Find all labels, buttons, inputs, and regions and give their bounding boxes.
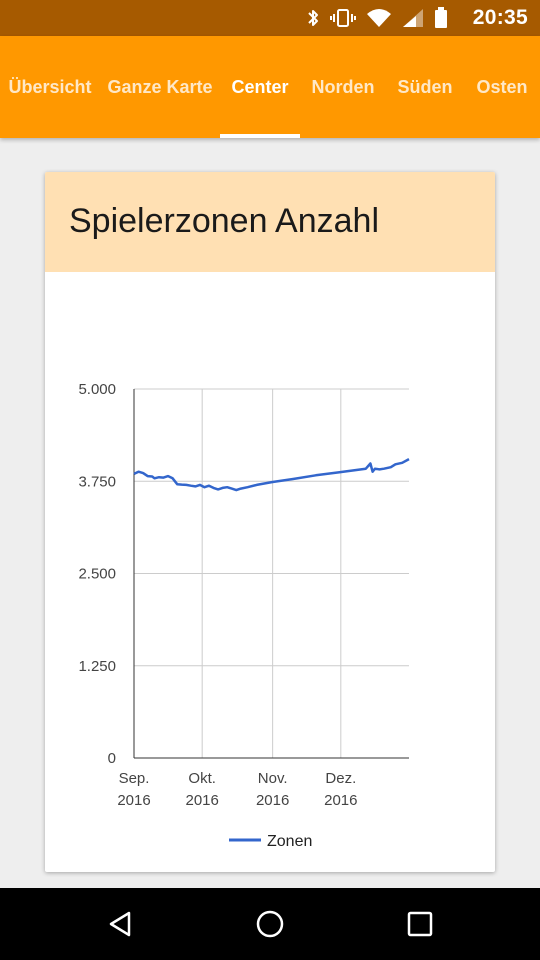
tab-osten[interactable]: Osten	[476, 76, 528, 97]
tab-uebersicht[interactable]: Übersicht	[8, 76, 92, 97]
bluetooth-icon	[308, 10, 318, 26]
back-button[interactable]	[98, 902, 142, 946]
y-axis-labels: 0 1.250 2.500 3.750 5.000	[78, 381, 116, 767]
line-chart: 0 1.250 2.500 3.750 5.000 Sep. 2016 Okt. 2016 No…	[78, 381, 410, 850]
y-tick-label: 2.500	[78, 566, 116, 583]
card-header: Spielerzonen Anzahl	[45, 172, 495, 272]
recents-icon	[407, 911, 433, 937]
x-tick-label: 2016	[117, 792, 150, 809]
x-tick-label: Nov.	[258, 770, 288, 787]
home-icon	[256, 910, 284, 938]
chart-legend: Zonen	[229, 833, 312, 850]
y-tick-label: 1.250	[78, 658, 116, 675]
tab-norden[interactable]: Norden	[311, 76, 375, 97]
back-icon	[109, 911, 131, 937]
status-bar: 20:35	[0, 0, 540, 36]
status-time: 20:35	[472, 6, 528, 29]
recents-button[interactable]	[398, 902, 442, 946]
wifi-icon	[367, 9, 391, 27]
chart-card: Spielerzonen Anzahl 0 1.250 2.500 3.750 5.00…	[45, 172, 495, 872]
tab-sueden[interactable]: Süden	[397, 76, 453, 97]
vibrate-icon	[330, 9, 356, 27]
x-tick-label: Dez.	[325, 770, 356, 787]
y-tick-label: 3.750	[78, 473, 116, 490]
x-tick-label: Sep.	[119, 770, 150, 787]
cell-signal-icon	[403, 9, 423, 27]
tab-center[interactable]: Center	[231, 76, 289, 97]
chart-grid	[133, 388, 409, 759]
navigation-bar	[0, 888, 540, 960]
x-tick-label: 2016	[185, 792, 218, 809]
tab-indicator	[220, 134, 300, 138]
y-tick-label: 0	[108, 750, 116, 767]
y-tick-label: 5.000	[78, 381, 116, 398]
home-button[interactable]	[248, 902, 292, 946]
tab-ganze-karte[interactable]: Ganze Karte	[107, 76, 213, 97]
legend-label-zonen: Zonen	[267, 833, 312, 850]
x-axis-labels: Sep. 2016 Okt. 2016 Nov. 2016 Dez. 2016	[117, 770, 357, 809]
series-line-zonen	[133, 458, 410, 492]
x-tick-label: 2016	[256, 792, 289, 809]
card-title: Spielerzonen Anzahl	[69, 202, 380, 240]
status-icons	[306, 7, 448, 29]
chart-series	[133, 458, 410, 492]
x-tick-label: Okt.	[188, 770, 216, 787]
app-bar: Übersicht Ganze Karte Center Norden Süde…	[0, 36, 540, 138]
x-tick-label: 2016	[324, 792, 357, 809]
battery-icon	[435, 7, 447, 28]
